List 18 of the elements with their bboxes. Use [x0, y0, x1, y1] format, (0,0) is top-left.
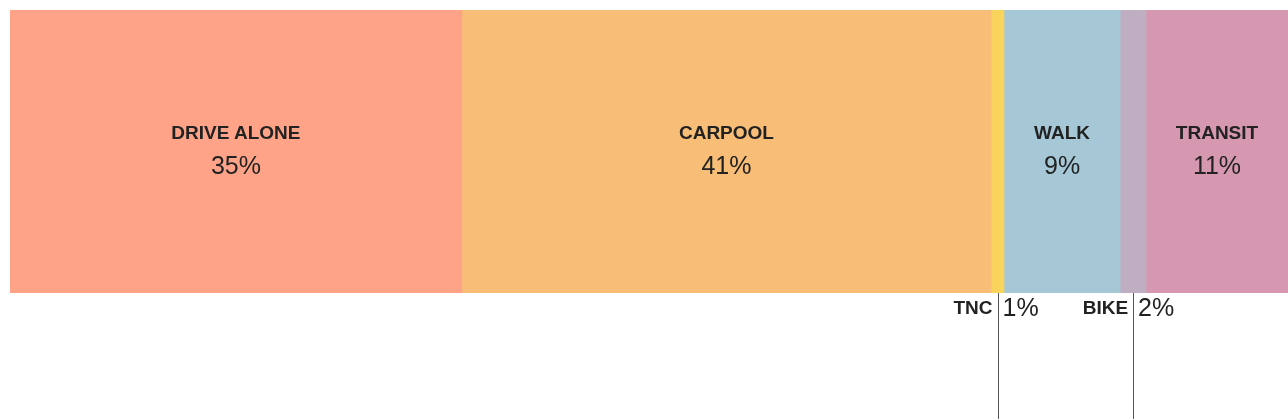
series-label: DRIVE ALONE — [171, 121, 301, 143]
bar — [1003, 10, 1121, 293]
bar — [461, 10, 992, 293]
series-label: WALK — [1034, 121, 1091, 143]
data-label: 11% — [1192, 151, 1242, 180]
data-label: 2% — [1138, 292, 1175, 321]
data-label: 41% — [701, 151, 752, 180]
data-label: 9% — [1044, 151, 1081, 180]
bar — [1145, 10, 1288, 293]
data-label: 35% — [210, 151, 261, 180]
bar — [1119, 10, 1147, 293]
bar — [990, 10, 1005, 293]
series-label: BIKE — [1082, 297, 1129, 319]
data-label: 1% — [1002, 292, 1039, 321]
series-label: CARPOOL — [678, 121, 775, 143]
series-label: TRANSIT — [1175, 121, 1259, 143]
bar — [10, 10, 463, 293]
series-label: TNC — [953, 297, 993, 319]
